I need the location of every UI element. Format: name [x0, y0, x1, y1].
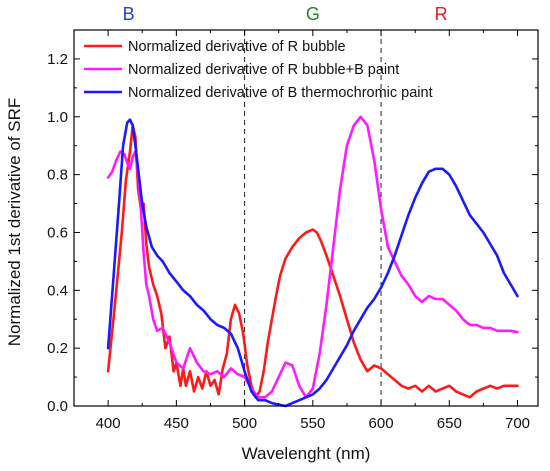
y-tick-label: 0.8: [47, 167, 68, 184]
series-line-2: [106, 115, 519, 399]
x-tick-label: 400: [96, 415, 121, 432]
band-labels: B G R: [123, 4, 448, 24]
legend-label-r-bubble: Normalized derivative of R bubble: [128, 39, 346, 55]
series-line-3: [106, 118, 519, 408]
plot-frame: [73, 29, 539, 407]
y-tick-label: 1.2: [47, 51, 68, 68]
band-label-b: B: [123, 4, 135, 24]
y-tick-label: 0.0: [47, 398, 68, 415]
y-axis-title: Normalized 1st derivative of SRF: [5, 98, 24, 346]
x-tick-label: 700: [505, 415, 530, 432]
x-tick-label: 650: [437, 415, 462, 432]
series-line-1: [106, 124, 519, 399]
x-tick-label: 500: [232, 415, 257, 432]
x-axis-title: Wavelenght (nm): [242, 444, 371, 463]
x-tick-label: 450: [164, 415, 189, 432]
y-tick-label: 0.2: [47, 340, 68, 357]
y-tick-label: 1.0: [47, 109, 68, 126]
band-label-r: R: [435, 4, 448, 24]
x-tick-label: 550: [300, 415, 325, 432]
legend-label-r-bubble-b-paint: Normalized derivative of R bubble+B pain…: [128, 62, 399, 78]
plot-area: 400 450 500 550 600 650 700 0.0 0.2 0.4 0.6 0.8 1.0 1…: [47, 29, 539, 432]
band-label-g: G: [306, 4, 320, 24]
legend: Normalized derivative of R bubble Normal…: [84, 39, 433, 101]
y-tick-label: 0.6: [47, 224, 68, 241]
legend-label-b-thermochromic: Normalized derivative of B thermochromic…: [128, 85, 433, 101]
y-tick-label: 0.4: [47, 282, 68, 299]
x-tick-label: 600: [369, 415, 394, 432]
